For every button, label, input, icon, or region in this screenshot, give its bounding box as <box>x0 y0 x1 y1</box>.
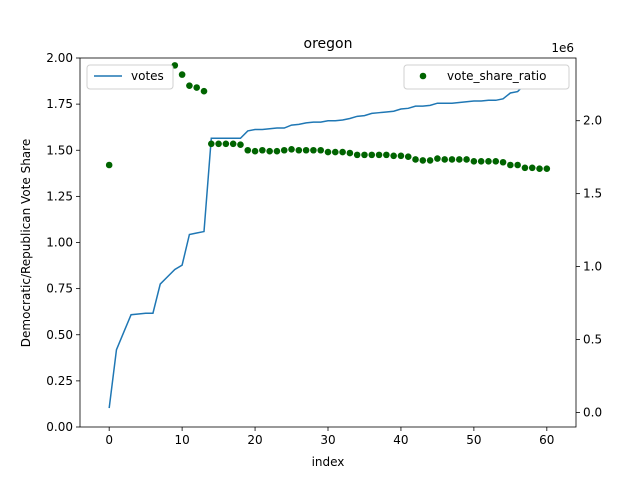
vote-share-ratio-point <box>207 140 215 148</box>
vote-share-ratio-point <box>361 151 368 159</box>
x-tick-label: 20 <box>247 433 262 447</box>
vote-share-ratio-point <box>375 151 383 159</box>
vote-share-ratio-point <box>280 146 288 154</box>
y-right-tick-label: 1.0 <box>583 260 602 274</box>
vote-share-ratio-point <box>331 148 339 156</box>
vote-share-ratio-point <box>390 152 397 160</box>
vote-share-ratio-point <box>288 146 295 153</box>
vote-share-ratio-point <box>419 157 427 164</box>
vote-share-ratio-point <box>499 158 507 166</box>
x-tick-label: 50 <box>466 433 481 447</box>
vote-share-ratio-point <box>273 147 281 155</box>
vote-share-ratio-point <box>186 82 193 89</box>
vote-share-ratio-point <box>244 146 252 154</box>
vote-share-ratio-point <box>434 155 441 162</box>
vote-share-ratio-point <box>193 84 201 91</box>
x-tick-label: 10 <box>174 433 189 447</box>
vote-share-ratio-point <box>353 151 361 159</box>
y-left-tick-label: 0.00 <box>46 420 73 434</box>
y-left-tick-label: 1.25 <box>46 189 73 203</box>
vote-share-ratio-point <box>368 151 376 159</box>
legend-votes-box <box>86 64 174 90</box>
y-left-tick-label: 1.00 <box>46 236 73 250</box>
x-tick-label: 60 <box>539 433 554 447</box>
vote-share-ratio-point <box>448 156 456 163</box>
vote-share-ratio-point <box>412 156 419 163</box>
vote-share-ratio-point <box>463 156 470 163</box>
y-right-tick-label: 0.0 <box>583 405 602 419</box>
legend-ratio-swatch <box>419 72 427 80</box>
vote-share-ratio-point <box>295 146 303 154</box>
vote-share-ratio-point <box>222 140 230 148</box>
x-axis-title: index <box>312 455 345 469</box>
vote-share-ratio-point <box>521 164 529 172</box>
vote-share-ratio-point <box>237 141 244 149</box>
vote-share-ratio-point <box>507 161 514 169</box>
vote-share-ratio-point <box>536 165 543 172</box>
y-left-tick-label: 0.25 <box>46 374 73 388</box>
vote-share-ratio-point <box>477 158 485 165</box>
vote-share-ratio-point <box>426 157 434 164</box>
vote-share-ratio-point <box>492 158 500 165</box>
vote-share-ratio-point <box>317 146 325 154</box>
legend-votes: votes <box>86 64 174 90</box>
vote-share-ratio-point <box>251 147 259 155</box>
vote-share-ratio-point <box>404 153 412 161</box>
y-axis-left-title: Democratic/Republican Vote Share <box>19 139 33 347</box>
chart-title: oregon <box>304 36 353 52</box>
legend-vote-share-ratio: vote_share_ratio <box>403 64 570 90</box>
y-right-tick-label: 1.5 <box>583 187 602 201</box>
right-axis-offset-label: 1e6 <box>551 41 574 55</box>
y-right-tick-label: 0.5 <box>583 332 602 346</box>
y-left-tick-label: 0.50 <box>46 328 73 342</box>
vote-share-ratio-point <box>485 158 492 165</box>
y-left-tick-label: 1.50 <box>46 143 73 157</box>
vote-share-ratio-point <box>200 87 208 95</box>
y-left-tick-label: 2.00 <box>46 51 73 65</box>
vote-share-ratio-point <box>229 140 237 148</box>
vote-share-ratio-point <box>259 146 266 154</box>
vote-share-ratio-point <box>339 148 346 156</box>
vote-share-ratio-point <box>528 164 536 172</box>
y-left-tick-label: 0.75 <box>46 282 73 296</box>
vote-share-ratio-point <box>346 149 354 157</box>
vote-share-ratio-point <box>543 165 551 172</box>
x-tick-label: 40 <box>393 433 408 447</box>
vote-share-ratio-point <box>105 161 113 169</box>
y-right-tick-label: 2.0 <box>583 114 602 128</box>
vote-share-ratio-point <box>455 156 463 163</box>
legend-votes-label: votes <box>131 69 164 83</box>
vote-share-ratio-point <box>178 71 186 78</box>
plot-frame <box>79 57 577 428</box>
legend-ratio-label: vote_share_ratio <box>447 69 546 83</box>
x-tick-label: 0 <box>105 433 113 447</box>
x-tick-label: 30 <box>320 433 335 447</box>
vote-share-ratio-point <box>266 147 273 155</box>
y-left-tick-label: 1.75 <box>46 97 73 111</box>
vote-share-ratio-point <box>470 158 478 165</box>
vote-share-ratio-point <box>383 151 390 159</box>
votes-line <box>108 76 547 409</box>
vote-share-ratio-point <box>514 161 521 169</box>
vote-share-ratio-point <box>310 146 317 154</box>
vote-share-ratio-point <box>441 156 449 163</box>
vote-share-ratio-point <box>215 140 222 148</box>
vote-share-ratio-point <box>302 146 310 154</box>
vote-share-ratio-point <box>324 148 332 156</box>
legend-ratio-box <box>403 64 570 90</box>
vote-share-ratio-point <box>397 152 405 160</box>
